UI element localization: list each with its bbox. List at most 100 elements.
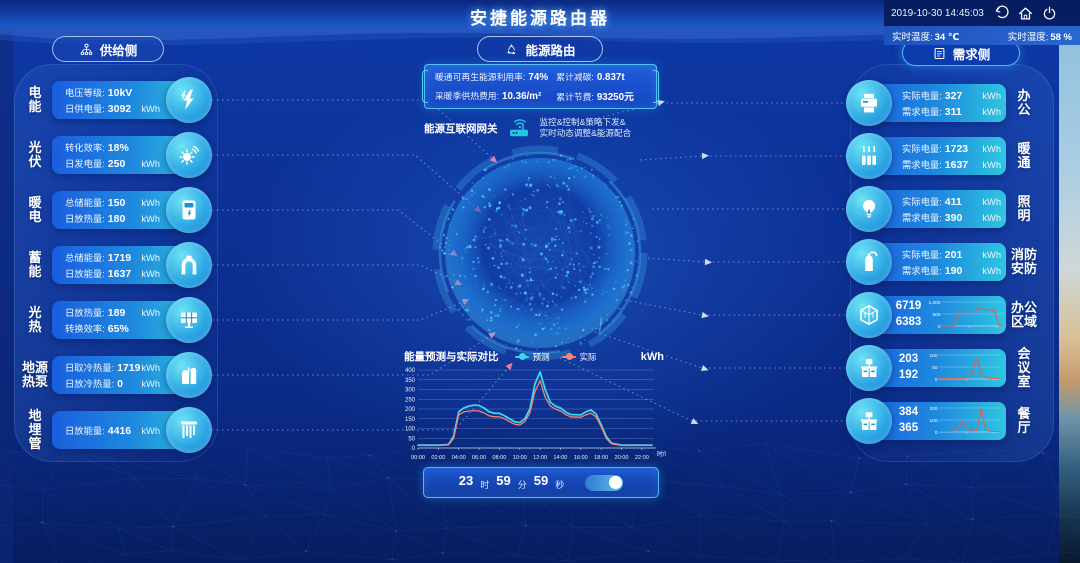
energy-router-button[interactable]: 能源路由 (477, 36, 603, 62)
svg-text:100: 100 (405, 427, 416, 433)
router-icon (507, 116, 531, 140)
supply-card[interactable]: 总储能量: 150 kWh 日放热量: 180 kWh (52, 187, 212, 233)
demand-card[interactable]: 实际电量: 1723 kWh 需求电量: 1637 kWh (846, 133, 1006, 179)
metric-row: 实际电量: 1723 kWh (902, 141, 1001, 155)
supply-card[interactable]: 总储能量: 1719 kWh 日放能量: 1637 kWh (52, 242, 212, 288)
network-icon (80, 43, 93, 55)
demand-card[interactable]: 6719 6383 1,000 500 0 (846, 292, 1006, 338)
demand-card[interactable]: 384 365 200 100 0 (846, 398, 1006, 444)
supply-card[interactable]: 转化效率: 18% 日发电量: 250 kWh (52, 132, 212, 178)
demand-card[interactable]: 实际电量: 201 kWh 需求电量: 190 kWh (846, 239, 1006, 285)
kpi-stats-box: 暖通可再生能源利用率: 74% 累计减碳: 0.837t 采暖季供热费用: 10.36/m… (422, 64, 659, 109)
metric-value: 3092 (107, 103, 132, 115)
chart-legend: 预测 实际 (514, 351, 597, 363)
supply-item: 蓄能 总储能量: 1719 kWh 日放能量: 1637 kWh (18, 242, 212, 288)
metric-row: 日取冷热量: 1719 kWh (65, 360, 160, 374)
metric-value: 390 (944, 212, 963, 224)
demand-item-name: 办公 区域 (1010, 299, 1037, 329)
desk-icon (846, 398, 892, 444)
timer-minutes: 59 (496, 473, 511, 488)
metric-label: 实际电量: (902, 91, 942, 101)
meter-icon (166, 187, 212, 233)
supply-card[interactable]: 日取冷热量: 1719 kWh 日放冷热量: 0 kWh (52, 352, 212, 398)
metric-value: 311 (944, 106, 962, 118)
metric-unit: kWh (141, 104, 160, 114)
supply-side-button[interactable]: 供给侧 (52, 36, 164, 62)
metric-value: 201 (944, 249, 963, 261)
header-status-box: 2019-10-30 14:45:03 实时温度: 34 ℃ 实时湿度: 58 % (884, 0, 1080, 45)
supply-item-name: 地埋管 (28, 407, 42, 452)
supply-item-name: 蓄能 (28, 249, 42, 279)
metric-row: 实际电量: 201 kWh (902, 247, 1001, 261)
svg-text:300: 300 (405, 388, 416, 394)
metric-value: 1719 (117, 362, 141, 374)
demand-item: 384 365 200 100 0 餐厅 (846, 398, 1042, 444)
demand-card[interactable]: 203 192 100 50 0 (846, 345, 1006, 391)
demand-item: 实际电量: 1723 kWh 需求电量: 1637 kWh 暖通 (846, 133, 1042, 179)
metric-label: 需求电量: (902, 160, 942, 170)
metric-unit: kWh (141, 363, 160, 373)
power-icon[interactable] (1041, 5, 1058, 22)
metric-unit: kWh (141, 159, 160, 169)
demand-item-name: 餐厅 (1017, 405, 1031, 435)
metric-row: 需求电量: 390 kWh (902, 210, 1001, 224)
metric-value: 4416 (107, 425, 132, 437)
legend-label: 预测 (532, 351, 550, 362)
supply-card[interactable]: 日放能量: 4416 kWh (52, 407, 212, 453)
home-icon[interactable] (1017, 5, 1034, 22)
legend-label: 实际 (579, 351, 597, 362)
supply-item: 光伏转化效率: 18% 日发电量: 250 kWh (18, 132, 212, 178)
metric-value: 1637 (107, 268, 132, 280)
metric-label: 需求电量: (902, 107, 942, 117)
metric-unit: kWh (982, 213, 1001, 223)
timer-toggle[interactable] (585, 474, 624, 491)
metric-value: 10kV (107, 87, 133, 99)
svg-text:50: 50 (408, 436, 415, 442)
svg-text:00:00: 00:00 (411, 455, 425, 461)
fire-extinguisher-icon (846, 239, 892, 285)
demand-item-name: 照明 (1017, 193, 1031, 223)
supply-card[interactable]: 电压等级: 10kV 日供电量: 3092 kWh (52, 77, 212, 123)
metric-value: 65% (107, 323, 129, 335)
timer-hours: 23 (458, 473, 474, 488)
sun-icon (166, 132, 212, 178)
chart-header: 能量预测与实际对比 预测 实际 kWh (392, 349, 666, 364)
demand-item-name: 消防 安防 (1010, 246, 1037, 276)
metric-unit: kWh (141, 379, 160, 389)
legend-mark (514, 353, 529, 360)
demand-card[interactable]: 实际电量: 327 kWh 需求电量: 311 kWh (846, 80, 1006, 126)
metric-unit: kWh (982, 160, 1001, 170)
usage-values: 203 192 (898, 353, 919, 381)
gateway-row: 能源互联网网关 监控&控制&策略下发& 实时动态调整&能源配合 (424, 116, 684, 140)
metric-unit: kWh (982, 107, 1001, 117)
undo-icon[interactable] (993, 5, 1010, 22)
bulb-icon (846, 186, 892, 232)
demand-item: 203 192 100 50 0 会议室 (846, 345, 1042, 391)
stat-item: 暖通可再生能源利用率: 74% (435, 70, 556, 83)
left-edge-band (0, 28, 13, 563)
toggle-knob (608, 476, 622, 489)
svg-text:1,000: 1,000 (929, 300, 941, 306)
demand-item: 实际电量: 201 kWh 需求电量: 190 kWh 消防 安防 (846, 239, 1042, 285)
svg-text:0: 0 (938, 324, 941, 330)
usage-values: 6719 6383 (895, 300, 922, 328)
svg-text:12:00: 12:00 (533, 455, 547, 461)
metric-value: 150 (107, 197, 126, 209)
svg-text:0: 0 (935, 430, 938, 436)
supply-side-label: 供给侧 (99, 43, 138, 58)
demand-card[interactable]: 实际电量: 411 kWh 需求电量: 390 kWh (846, 186, 1006, 232)
svg-text:16:00: 16:00 (574, 455, 588, 461)
supply-card[interactable]: 日放热量: 189 kWh 转换效率: 65% (52, 297, 212, 343)
supply-item-name: 光热 (28, 304, 42, 334)
legend-item: 实际 (561, 351, 597, 363)
metric-label: 总储能量: (65, 198, 105, 208)
metric-row: 需求电量: 1637 kWh (902, 157, 1001, 171)
metric-label: 日放热量: (65, 308, 105, 318)
metric-value: 1637 (944, 159, 969, 171)
metric-label: 日放冷热量: (65, 379, 115, 389)
temperature-reading: 实时温度: 34 ℃ (892, 31, 960, 43)
metric-row: 电压等级: 10kV (65, 85, 160, 99)
metric-row: 日放热量: 189 kWh (65, 305, 160, 319)
svg-text:08:00: 08:00 (492, 455, 506, 461)
printer-icon (846, 80, 892, 126)
